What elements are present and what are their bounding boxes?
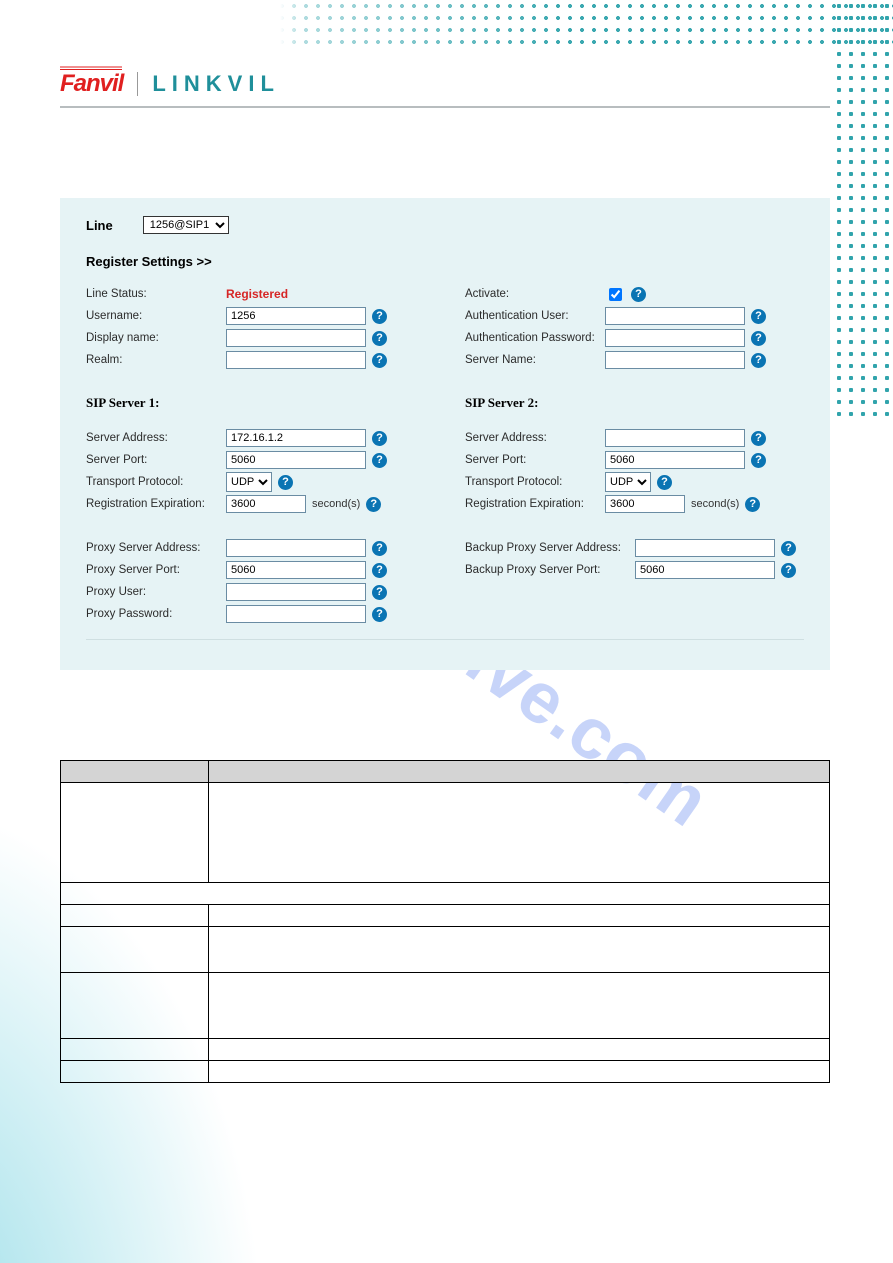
auth-user-input[interactable] [605,307,745,325]
sip2-proto-select[interactable]: UDP [605,472,651,492]
sip2-port-input[interactable] [605,451,745,469]
server-name-label: Server Name: [465,354,605,366]
proxy-addr-label: Proxy Server Address: [86,542,226,554]
line-select[interactable]: 1256@SIP1 [143,216,229,234]
sip2-regexp-input[interactable] [605,495,685,513]
help-icon[interactable]: ? [366,497,381,512]
sip2-regexp-unit: second(s) [691,498,739,510]
help-icon[interactable]: ? [372,353,387,368]
backup-port-input[interactable] [635,561,775,579]
register-settings-title: Register Settings >> [86,254,804,269]
proxy-user-label: Proxy User: [86,586,226,598]
backup-addr-label: Backup Proxy Server Address: [465,542,635,554]
sip2-addr-label: Server Address: [465,432,605,444]
help-icon[interactable]: ? [745,497,760,512]
help-icon[interactable]: ? [372,541,387,556]
help-icon[interactable]: ? [278,475,293,490]
line-status-row: Line Status: Registered [86,283,425,305]
logo-linkvil: LINKVIL [152,71,280,97]
backup-port-label: Backup Proxy Server Port: [465,564,635,576]
activate-checkbox[interactable] [609,288,622,301]
sip1-proto-select[interactable]: UDP [226,472,272,492]
proxy-pass-label: Proxy Password: [86,608,226,620]
sip2-port-label: Server Port: [465,454,605,466]
sip1-port-label: Server Port: [86,454,226,466]
proxy-addr-input[interactable] [226,539,366,557]
logo-row: Fanvil LINKVIL [60,70,830,108]
decorative-dots-top [0,0,893,48]
auth-user-label: Authentication User: [465,310,605,322]
realm-input[interactable] [226,351,366,369]
sip1-regexp-unit: second(s) [312,498,360,510]
decorative-dots-right [833,0,893,420]
server-name-input[interactable] [605,351,745,369]
proxy-user-input[interactable] [226,583,366,601]
help-icon[interactable]: ? [372,585,387,600]
display-name-label: Display name: [86,332,226,344]
help-icon[interactable]: ? [751,309,766,324]
help-icon[interactable]: ? [372,563,387,578]
line-status-value: Registered [226,287,288,301]
proxy-port-label: Proxy Server Port: [86,564,226,576]
help-icon[interactable]: ? [372,431,387,446]
realm-label: Realm: [86,354,226,366]
sip1-regexp-label: Registration Expiration: [86,498,226,510]
activate-label: Activate: [465,288,605,300]
sip1-title: SIP Server 1: [86,395,425,411]
help-icon[interactable]: ? [372,453,387,468]
auth-pass-label: Authentication Password: [465,332,605,344]
help-icon[interactable]: ? [781,541,796,556]
help-icon[interactable]: ? [372,309,387,324]
auth-pass-input[interactable] [605,329,745,347]
logo-fanvil: Fanvil [60,70,123,98]
proxy-pass-input[interactable] [226,605,366,623]
sip1-regexp-input[interactable] [226,495,306,513]
proxy-port-input[interactable] [226,561,366,579]
backup-addr-input[interactable] [635,539,775,557]
sip1-addr-input[interactable] [226,429,366,447]
help-icon[interactable]: ? [657,475,672,490]
username-label: Username: [86,310,226,322]
sip2-addr-input[interactable] [605,429,745,447]
panel-divider [86,639,804,640]
help-icon[interactable]: ? [372,607,387,622]
help-icon[interactable]: ? [751,331,766,346]
help-icon[interactable]: ? [372,331,387,346]
description-table [60,760,830,1083]
sip1-proto-label: Transport Protocol: [86,476,226,488]
line-label: Line [86,218,113,233]
help-icon[interactable]: ? [631,287,646,302]
help-icon[interactable]: ? [751,353,766,368]
help-icon[interactable]: ? [751,431,766,446]
line-status-label: Line Status: [86,288,226,300]
logo-separator [137,72,138,96]
sip1-addr-label: Server Address: [86,432,226,444]
sip2-title: SIP Server 2: [465,395,804,411]
sip2-regexp-label: Registration Expiration: [465,498,605,510]
sip2-proto-label: Transport Protocol: [465,476,605,488]
display-name-input[interactable] [226,329,366,347]
help-icon[interactable]: ? [751,453,766,468]
sip1-port-input[interactable] [226,451,366,469]
username-input[interactable] [226,307,366,325]
line-selector-row: Line 1256@SIP1 [86,216,804,234]
register-settings-panel: Line 1256@SIP1 Register Settings >> Line… [60,198,830,670]
help-icon[interactable]: ? [781,563,796,578]
